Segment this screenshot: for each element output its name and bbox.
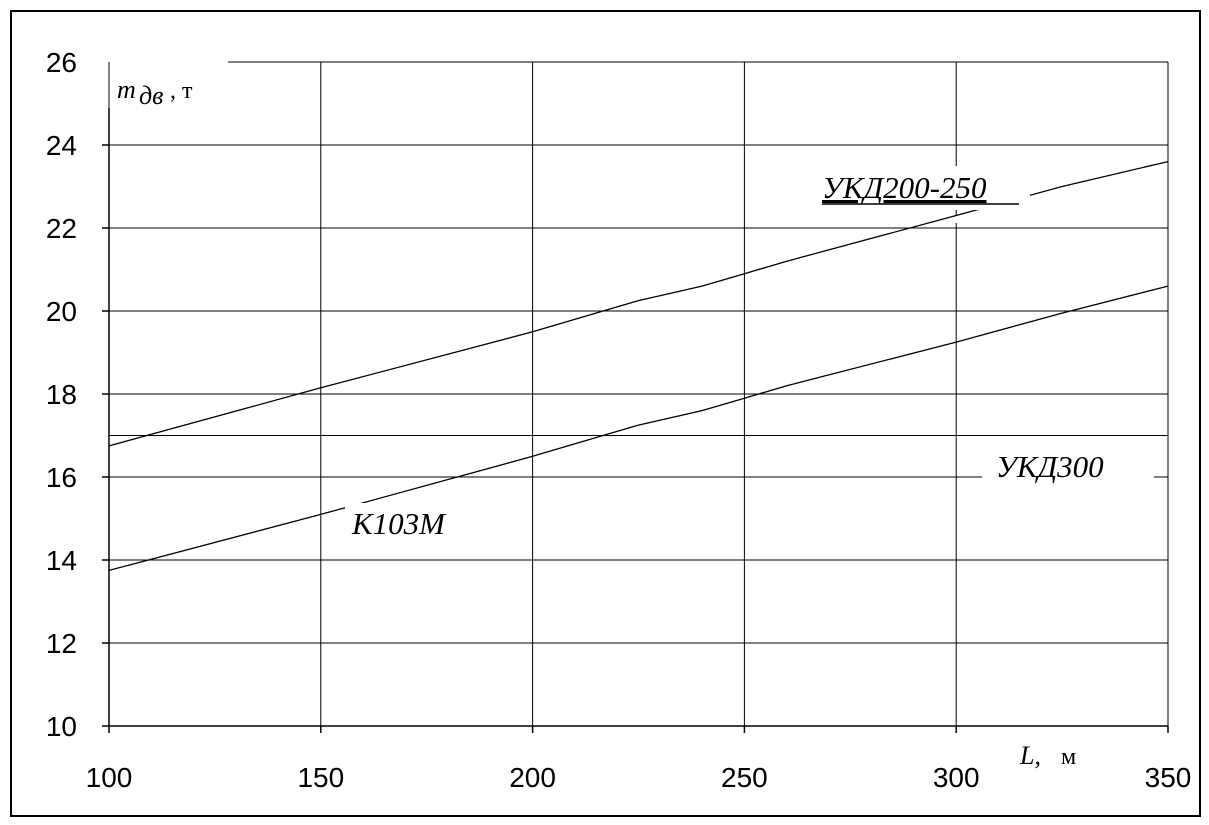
label-mask-1	[818, 166, 1030, 210]
grid	[108, 61, 1169, 727]
series-label-ukd300: УКД300	[996, 449, 1104, 484]
series-label-k103m: К103М	[351, 506, 447, 541]
y-tick-label-16: 16	[46, 462, 77, 493]
y-axis-label: m	[117, 75, 136, 104]
x-tick-label-100: 100	[86, 762, 133, 793]
x-axis-label: L,	[1019, 741, 1041, 770]
y-tick-label-10: 10	[46, 711, 77, 742]
y-tick-label-24: 24	[46, 130, 77, 161]
series-label-ukd200-250: УКД200-250	[822, 170, 987, 205]
x-tick-label-350: 350	[1145, 762, 1192, 793]
y-tick-label-20: 20	[46, 296, 77, 327]
labels: 10 12 14 16 18 20 22 24 26 100 150 200 250 300 350 УКД2…	[46, 47, 1192, 793]
y-tick-label-26: 26	[46, 47, 77, 78]
series-line-2	[108, 285, 1169, 572]
x-axis-unit: м	[1061, 744, 1076, 770]
x-tick-label-300: 300	[933, 762, 980, 793]
label-mask-2	[982, 446, 1154, 488]
x-tick-label-250: 250	[721, 762, 768, 793]
label-mask-3	[345, 503, 485, 545]
y-axis-unit: , т	[170, 78, 193, 104]
x-label-mask	[1012, 734, 1108, 770]
series-lines	[108, 160, 1169, 572]
y-tick-label-18: 18	[46, 379, 77, 410]
x-tick-label-200: 200	[509, 762, 556, 793]
axes	[102, 108, 1169, 733]
y-tick-label-22: 22	[46, 213, 77, 244]
x-tick-label-150: 150	[297, 762, 344, 793]
y-tick-label-12: 12	[46, 628, 77, 659]
y-axis-label-subscript: дв	[139, 81, 163, 110]
y-tick-label-14: 14	[46, 545, 77, 576]
